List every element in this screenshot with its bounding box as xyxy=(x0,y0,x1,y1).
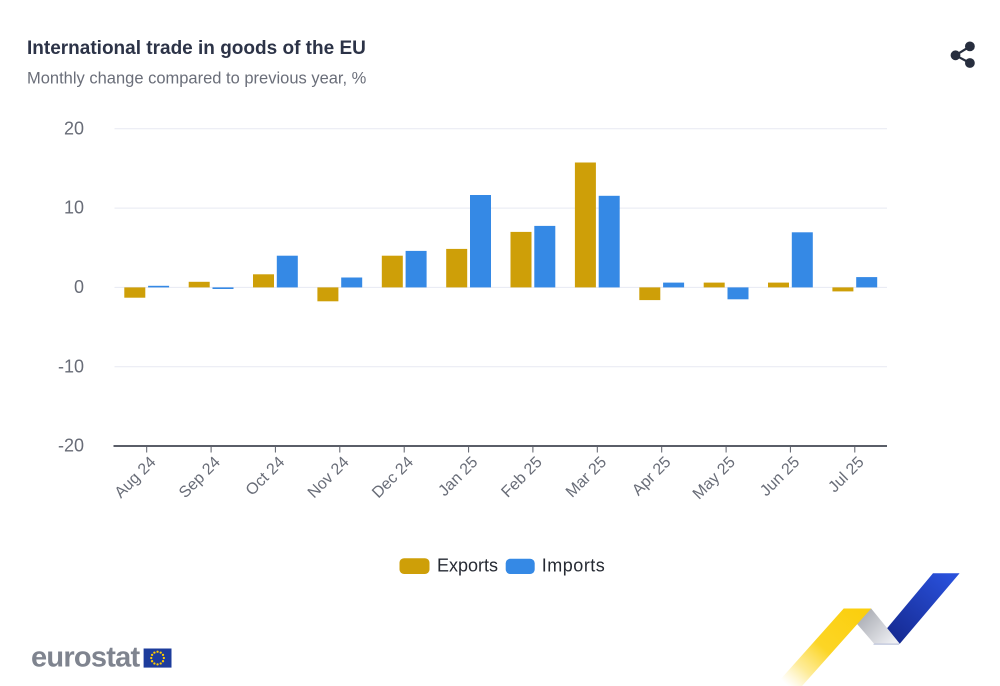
svg-text:10: 10 xyxy=(64,198,84,218)
svg-text:Imports: Imports xyxy=(542,556,606,576)
svg-text:Mar 25: Mar 25 xyxy=(563,454,610,501)
svg-text:Aug 24: Aug 24 xyxy=(112,454,160,502)
svg-text:Exports: Exports xyxy=(437,556,498,576)
svg-text:Jun 25: Jun 25 xyxy=(757,454,803,500)
svg-text:Oct 24: Oct 24 xyxy=(243,454,288,499)
svg-text:Apr 25: Apr 25 xyxy=(629,454,674,499)
svg-text:Feb 25: Feb 25 xyxy=(498,454,545,501)
svg-text:Monthly change compared to pre: Monthly change compared to previous year… xyxy=(27,70,367,88)
svg-text:Dec 24: Dec 24 xyxy=(369,454,417,502)
svg-text:0: 0 xyxy=(74,277,84,297)
svg-text:International trade in goods o: International trade in goods of the EU xyxy=(27,38,366,59)
svg-text:Nov 24: Nov 24 xyxy=(305,454,353,502)
svg-text:Jul 25: Jul 25 xyxy=(825,454,867,496)
svg-text:20: 20 xyxy=(64,118,84,138)
svg-text:Jan 25: Jan 25 xyxy=(435,454,481,500)
svg-text:eurostat: eurostat xyxy=(31,642,141,674)
svg-text:Sep 24: Sep 24 xyxy=(176,454,224,502)
svg-text:May 25: May 25 xyxy=(690,454,739,503)
svg-text:-10: -10 xyxy=(58,356,84,376)
svg-text:-20: -20 xyxy=(58,436,84,456)
